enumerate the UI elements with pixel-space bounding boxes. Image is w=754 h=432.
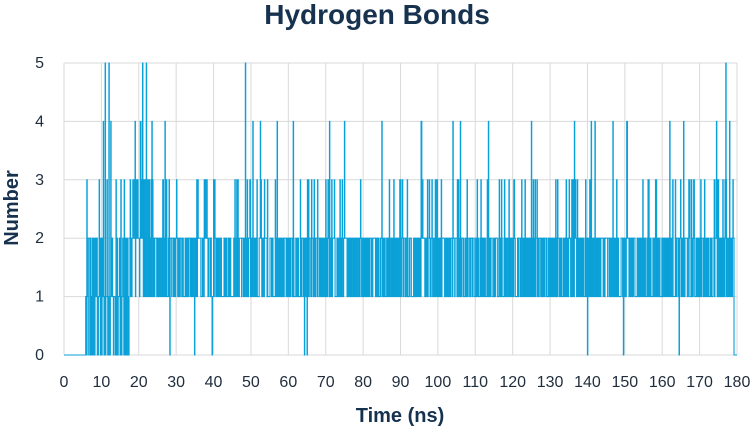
tick-labels: 0 10 20 30 40 50 60 70 80 90 100 110 120 130 140 150 160…	[35, 55, 750, 391]
x-tick-label: 40	[205, 374, 223, 391]
x-tick-label: 120	[499, 374, 526, 391]
y-tick-label: 2	[35, 230, 44, 247]
x-tick-label: 50	[242, 374, 260, 391]
x-axis-label: Time (ns)	[356, 405, 445, 427]
y-axis-label: Number	[1, 170, 23, 246]
x-tick-label: 80	[354, 374, 372, 391]
y-tick-label: 0	[35, 347, 44, 364]
x-tick-label: 100	[425, 374, 452, 391]
y-tick-label: 5	[35, 55, 44, 72]
y-tick-label: 3	[35, 172, 44, 189]
x-tick-label: 140	[574, 374, 601, 391]
x-tick-label: 130	[537, 374, 564, 391]
x-tick-label: 0	[60, 374, 69, 391]
x-tick-label: 70	[317, 374, 335, 391]
y-tick-label: 1	[35, 289, 44, 306]
x-tick-label: 180	[724, 374, 751, 391]
x-tick-label: 160	[649, 374, 676, 391]
x-tick-label: 60	[279, 374, 297, 391]
x-tick-label: 30	[167, 374, 185, 391]
series-layer	[64, 62, 737, 356]
x-tick-label: 90	[392, 374, 410, 391]
x-tick-label: 110	[463, 374, 489, 391]
x-tick-label: 150	[611, 374, 638, 391]
x-tick-label: 20	[130, 374, 148, 391]
x-tick-label: 10	[92, 374, 110, 391]
hydrogen-bond-count-line	[64, 62, 737, 356]
chart-title: Hydrogen Bonds	[264, 0, 490, 30]
y-tick-label: 4	[35, 113, 44, 130]
x-tick-label: 170	[686, 374, 713, 391]
